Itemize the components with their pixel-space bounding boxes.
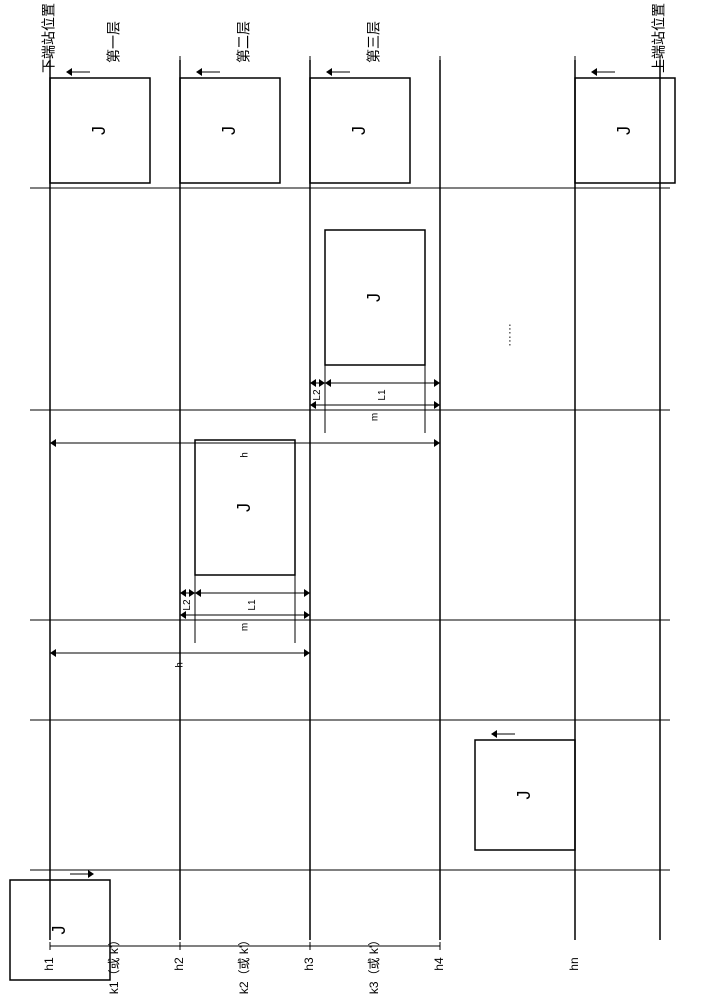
r1-box-0-arr-head [66, 68, 72, 76]
r3-h-ah1 [50, 649, 56, 657]
r1-box-0-J: J [89, 126, 109, 135]
lbl-floor3: 第三层 [366, 21, 382, 63]
r2-box-J: J [364, 293, 384, 302]
r2-L2-ah2 [319, 379, 325, 387]
r3-L1-ah1 [195, 589, 201, 597]
lbl-bottom-terminal: 下端站位置 [41, 3, 57, 73]
r3-L1-ah2 [304, 589, 310, 597]
r2-h-ah1 [50, 439, 56, 447]
r1-box-3-J: J [614, 126, 634, 135]
lbl-floor2: 第二层 [236, 21, 252, 63]
r2-m-ah1 [310, 401, 316, 409]
axis-h3-label: h3 [302, 957, 316, 971]
r2-m-ah2 [434, 401, 440, 409]
r2-L2-label: L2 [312, 389, 323, 401]
axis-h2-label: h2 [172, 957, 186, 971]
axis-k3-label: k3（或 k'） [367, 934, 381, 994]
r3-m-ah1 [180, 611, 186, 619]
r2-L1-ah2 [434, 379, 440, 387]
r4-arr-head [491, 730, 497, 738]
axis-h4-label: h4 [432, 957, 446, 971]
dots: …… [500, 323, 514, 347]
r2-h-ah2 [434, 439, 440, 447]
diagram-canvas: h1h2h3h4hnk1（或 k'）k2（或 k'）k3（或 k'）下端站位置第… [0, 0, 701, 1000]
r3-m-label: m [240, 623, 251, 631]
r3-h-label: h [175, 662, 186, 668]
r3-m-ah2 [304, 611, 310, 619]
r3-L1-label: L1 [247, 599, 258, 611]
r1-box-1-J: J [219, 126, 239, 135]
lbl-floor1: 第一层 [106, 21, 122, 63]
r3-L2-label: L2 [182, 599, 193, 611]
r2-L2-ah1 [310, 379, 316, 387]
lbl-top-terminal: 上端站位置 [651, 3, 667, 73]
axis-h1-label: h1 [42, 957, 56, 971]
r5-box-J: J [49, 926, 69, 935]
axis-hn-label: hn [567, 957, 581, 970]
r4-box-J: J [514, 791, 534, 800]
r3-L2-ah2 [189, 589, 195, 597]
r1-box-3-arr-head [591, 68, 597, 76]
r2-L1-label: L1 [377, 389, 388, 401]
axis-k2-label: k2（或 k'） [237, 934, 251, 994]
r1-box-2-J: J [349, 126, 369, 135]
r3-h-ah2 [304, 649, 310, 657]
r1-box-2-arr-head [326, 68, 332, 76]
r5-arr-head [88, 870, 94, 878]
r2-h-label: h [240, 452, 251, 458]
r2-L1-ah1 [325, 379, 331, 387]
r3-box-J: J [234, 503, 254, 512]
r2-m-label: m [370, 413, 381, 421]
r3-L2-ah1 [180, 589, 186, 597]
r1-box-1-arr-head [196, 68, 202, 76]
